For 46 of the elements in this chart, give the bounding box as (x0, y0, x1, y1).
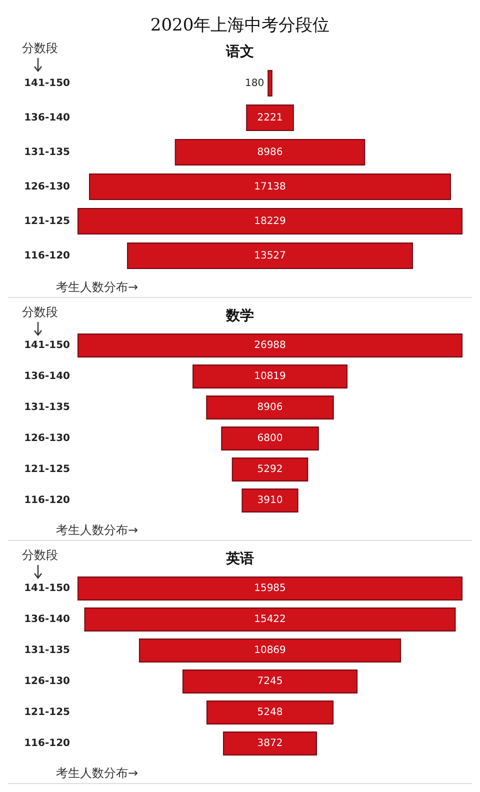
data-label: 3910 (257, 495, 283, 506)
text: 英语 (225, 551, 254, 567)
category-label: 136-140 (24, 112, 70, 124)
data-label: 6800 (257, 433, 283, 444)
category-label: 141-150 (24, 340, 70, 351)
text: 考生人数分布→ (56, 766, 138, 780)
data-label: 18229 (254, 216, 286, 227)
text: 考生人数分布→ (56, 280, 138, 294)
category-label: 126-130 (24, 676, 70, 687)
data-label: 180 (245, 78, 264, 89)
data-label: 13527 (254, 250, 286, 262)
data-label: 17138 (254, 181, 286, 192)
data-label: 2221 (257, 112, 283, 124)
category-label: 131-135 (24, 146, 70, 158)
category-label: 116-120 (24, 738, 70, 749)
category-label: 136-140 (24, 371, 70, 382)
text: 分数段 (22, 548, 58, 562)
data-label: 8986 (257, 146, 283, 158)
category-label: 116-120 (24, 495, 70, 506)
category-label: 141-150 (24, 583, 70, 594)
text: 分数段 (22, 41, 58, 55)
text: 语文 (225, 43, 254, 60)
category-label: 131-135 (24, 645, 70, 656)
data-label: 15422 (254, 614, 286, 625)
data-label: 5292 (257, 464, 283, 475)
text: 数学 (225, 308, 254, 324)
data-label: 3872 (257, 738, 283, 749)
data-label: 8906 (257, 402, 283, 413)
data-label: 15985 (254, 583, 286, 594)
text: 分数段 (22, 305, 58, 319)
data-label: 26988 (254, 340, 286, 351)
category-label: 141-150 (24, 78, 70, 89)
category-label: 121-125 (24, 707, 70, 718)
category-label: 116-120 (24, 250, 70, 262)
category-label: 136-140 (24, 614, 70, 625)
text: 考生人数分布→ (56, 523, 138, 537)
data-label: 7245 (257, 676, 283, 687)
category-label: 121-125 (24, 464, 70, 475)
data-label: 10869 (254, 645, 286, 656)
category-label: 126-130 (24, 433, 70, 444)
text: 2020年上海中考分段位 (150, 16, 330, 36)
data-label: 10819 (254, 371, 286, 382)
category-label: 121-125 (24, 216, 70, 227)
data-label: 5248 (257, 707, 283, 718)
category-label: 131-135 (24, 402, 70, 413)
category-label: 126-130 (24, 181, 70, 192)
